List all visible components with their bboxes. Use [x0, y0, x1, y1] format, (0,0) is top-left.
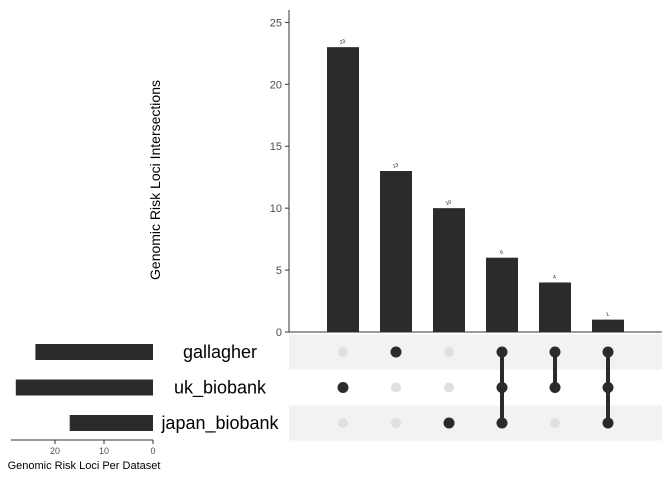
matrix-dot-inactive [338, 347, 348, 357]
intersection-bar-label: 4 [552, 274, 557, 281]
matrix-stripe [289, 405, 662, 441]
intersection-bar [433, 208, 465, 332]
set-name-label: gallagher [183, 342, 257, 362]
matrix-dot-inactive [338, 418, 348, 428]
y-tick-label: 0 [276, 327, 282, 339]
intersection-bar-label: 13 [392, 162, 399, 170]
set-size-bar [69, 415, 153, 431]
set-names: gallagher uk_biobank japan_biobank [160, 342, 279, 434]
matrix-dot-inactive [444, 347, 454, 357]
intersection-bar [539, 282, 571, 332]
intersection-bar-label: 23 [339, 38, 346, 46]
set-axis-title: Genomic Risk Loci Per Dataset [8, 460, 161, 472]
set-size-bar [35, 344, 153, 360]
y-tick-label: 5 [276, 265, 282, 277]
set-size-bars [15, 344, 153, 431]
set-tick-label: 0 [150, 446, 155, 456]
intersection-bar [327, 47, 359, 333]
y-tick-label: 20 [270, 79, 282, 91]
set-size-bar [15, 379, 153, 396]
intersection-bar-label: 10 [445, 199, 452, 207]
set-name-label: uk_biobank [174, 378, 267, 399]
matrix-stripe [289, 334, 662, 370]
intersection-bar [486, 257, 518, 332]
intersection-axis-title: Genomic Risk Loci Intersections [147, 80, 163, 280]
intersection-bar [592, 319, 624, 332]
matrix-stripes [289, 334, 662, 441]
matrix-dot-active [337, 382, 349, 393]
intersection-bar-label: 1 [605, 311, 610, 318]
matrix-dot-active [390, 346, 402, 358]
intersection-matrix [337, 346, 614, 429]
set-tick-label: 10 [99, 446, 109, 456]
matrix-dot-active [443, 417, 455, 429]
y-tick-label: 15 [270, 141, 282, 153]
set-size-axis: 20 10 0 [10, 439, 156, 456]
set-name-label: japan_biobank [160, 413, 279, 434]
intersection-bars: 23 13 10 6 4 1 [327, 38, 624, 333]
set-tick-label: 20 [50, 446, 60, 456]
matrix-dot-inactive [444, 382, 454, 393]
y-tick-label: 10 [270, 203, 282, 215]
matrix-dot-inactive [391, 382, 401, 393]
intersection-bar-label: 6 [499, 249, 504, 256]
matrix-dot-inactive [550, 418, 560, 428]
y-tick-label: 25 [270, 17, 282, 29]
matrix-dot-inactive [391, 418, 401, 428]
intersection-bar [380, 171, 412, 332]
